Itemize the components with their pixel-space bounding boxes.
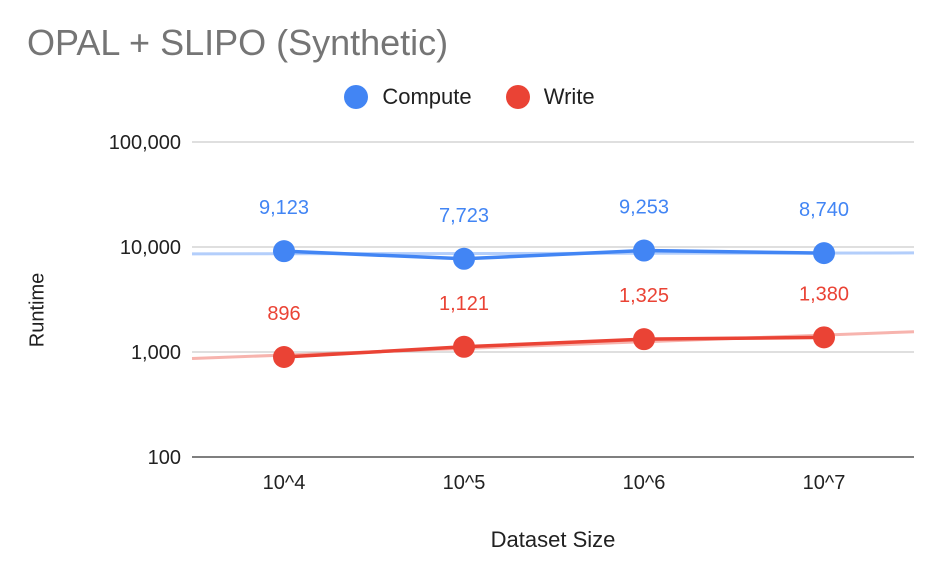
legend-label-compute: Compute — [382, 84, 472, 109]
y-tick-label: 1,000 — [131, 342, 181, 364]
x-tick-label: 10^5 — [443, 472, 486, 494]
data-label-write: 1,325 — [619, 285, 669, 307]
data-label-compute: 7,723 — [439, 205, 489, 227]
data-label-write: 1,121 — [439, 293, 489, 315]
legend-item-compute[interactable]: Compute — [344, 84, 472, 110]
series-line-write — [283, 335, 825, 359]
chart-title: OPAL + SLIPO (Synthetic) — [27, 22, 449, 63]
data-point-compute — [453, 247, 475, 270]
y-axis-title: Runtime — [26, 272, 49, 348]
series-line-compute — [283, 248, 825, 261]
data-point-write — [633, 328, 655, 351]
data-label-compute: 9,253 — [619, 197, 669, 219]
data-point-write — [453, 335, 475, 358]
y-tick-label: 100 — [148, 447, 181, 469]
data-point-compute — [633, 239, 655, 262]
y-tick-label: 10,000 — [120, 237, 181, 259]
x-tick-label: 10^6 — [623, 472, 666, 494]
data-point-compute — [813, 242, 835, 265]
legend: Compute Write — [0, 84, 939, 115]
legend-item-write[interactable]: Write — [505, 84, 595, 110]
legend-label-write: Write — [543, 84, 595, 109]
y-tick-label: 100,000 — [109, 132, 181, 154]
x-tick-label: 10^7 — [803, 472, 846, 494]
legend-swatch-compute — [344, 85, 369, 109]
data-label-compute: 9,123 — [259, 197, 309, 219]
data-label-write: 896 — [267, 303, 300, 325]
legend-swatch-write — [505, 85, 530, 109]
x-axis-title: Dataset Size — [490, 527, 616, 552]
data-point-compute — [273, 240, 295, 263]
data-label-write: 1,380 — [799, 283, 849, 305]
data-label-compute: 8,740 — [799, 199, 849, 221]
data-point-write — [273, 346, 295, 369]
data-point-write — [813, 326, 835, 349]
x-tick-label: 10^4 — [263, 472, 306, 494]
